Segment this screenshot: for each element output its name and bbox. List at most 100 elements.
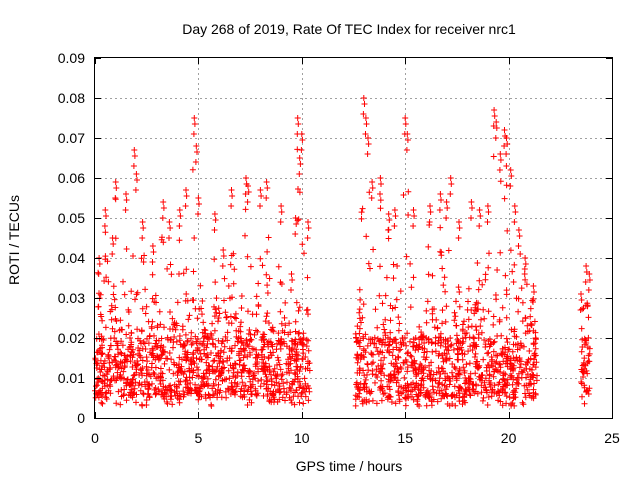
data-point bbox=[454, 356, 461, 363]
data-point bbox=[522, 361, 529, 368]
data-point bbox=[396, 347, 402, 354]
data-point bbox=[258, 193, 265, 199]
y-tick-label: 0.03 bbox=[58, 290, 85, 306]
data-point bbox=[439, 307, 446, 314]
data-point bbox=[400, 359, 407, 366]
data-point bbox=[206, 370, 213, 377]
data-point bbox=[293, 221, 300, 227]
data-point bbox=[227, 313, 234, 320]
data-point bbox=[451, 383, 458, 390]
data-point bbox=[499, 402, 506, 409]
data-point bbox=[470, 334, 477, 341]
data-point bbox=[494, 333, 501, 339]
data-point bbox=[117, 401, 124, 408]
data-point bbox=[95, 303, 102, 310]
data-point bbox=[271, 382, 278, 389]
data-point bbox=[194, 344, 201, 351]
data-point bbox=[392, 213, 399, 219]
data-point bbox=[454, 345, 461, 352]
data-point bbox=[499, 351, 506, 358]
data-point bbox=[224, 385, 231, 392]
data-point bbox=[446, 381, 453, 388]
data-point bbox=[263, 271, 270, 278]
data-point bbox=[385, 235, 392, 242]
data-point bbox=[170, 344, 176, 351]
data-point bbox=[295, 393, 301, 400]
data-point bbox=[437, 248, 444, 255]
data-point bbox=[358, 319, 364, 326]
data-point bbox=[485, 394, 492, 400]
data-point bbox=[161, 360, 168, 367]
data-point bbox=[155, 386, 162, 393]
data-point bbox=[374, 348, 381, 355]
data-point bbox=[228, 347, 235, 354]
data-point bbox=[265, 234, 272, 241]
data-point bbox=[467, 392, 474, 399]
data-point bbox=[437, 342, 444, 349]
data-point bbox=[158, 335, 165, 342]
data-point bbox=[95, 269, 102, 276]
x-tick-label: 0 bbox=[91, 430, 99, 446]
data-point bbox=[476, 223, 483, 229]
data-point bbox=[155, 356, 162, 363]
data-point bbox=[124, 353, 131, 360]
data-point bbox=[207, 330, 214, 337]
data-point bbox=[197, 340, 203, 347]
data-point bbox=[190, 268, 197, 275]
data-point bbox=[362, 131, 369, 137]
data-point bbox=[524, 322, 531, 329]
data-point bbox=[584, 370, 591, 377]
data-point bbox=[466, 360, 473, 367]
data-point bbox=[120, 368, 127, 375]
data-point bbox=[201, 326, 208, 333]
data-point bbox=[518, 368, 525, 375]
data-point bbox=[95, 271, 102, 277]
data-point bbox=[198, 382, 205, 389]
data-point bbox=[511, 203, 518, 209]
data-point bbox=[532, 364, 539, 371]
data-point bbox=[156, 308, 163, 315]
data-point bbox=[101, 278, 108, 284]
data-point bbox=[402, 382, 409, 389]
data-point bbox=[414, 396, 421, 403]
data-point bbox=[146, 394, 153, 401]
data-point bbox=[499, 376, 506, 383]
y-axis-label: ROTI / TECUs bbox=[6, 195, 22, 285]
data-point bbox=[194, 372, 200, 379]
data-point bbox=[242, 191, 249, 197]
data-point bbox=[463, 391, 470, 398]
data-point bbox=[137, 337, 143, 344]
data-point bbox=[133, 171, 140, 177]
data-point bbox=[190, 297, 197, 304]
data-point bbox=[369, 336, 376, 343]
data-point bbox=[176, 354, 183, 361]
data-point bbox=[266, 397, 273, 403]
data-point bbox=[100, 360, 107, 367]
data-point bbox=[106, 346, 113, 353]
data-point bbox=[102, 390, 109, 397]
data-point bbox=[503, 400, 510, 407]
data-point bbox=[480, 306, 487, 313]
data-point bbox=[405, 349, 412, 356]
x-axis-label: GPS time / hours bbox=[296, 458, 403, 474]
data-point bbox=[109, 235, 116, 241]
data-points bbox=[92, 95, 593, 409]
data-point bbox=[485, 338, 492, 344]
data-point bbox=[141, 340, 148, 347]
data-point bbox=[508, 365, 515, 371]
data-point bbox=[503, 335, 510, 342]
data-point bbox=[515, 295, 522, 302]
data-point bbox=[511, 402, 518, 409]
data-point bbox=[522, 394, 529, 401]
data-point bbox=[270, 392, 277, 399]
data-point bbox=[418, 329, 425, 336]
data-point bbox=[269, 327, 276, 334]
data-point bbox=[192, 305, 199, 312]
data-point bbox=[358, 215, 365, 222]
data-point bbox=[138, 401, 145, 408]
data-point bbox=[293, 346, 300, 353]
data-point bbox=[391, 368, 398, 374]
data-point bbox=[497, 157, 504, 163]
data-point bbox=[493, 352, 499, 359]
data-point bbox=[456, 303, 463, 310]
